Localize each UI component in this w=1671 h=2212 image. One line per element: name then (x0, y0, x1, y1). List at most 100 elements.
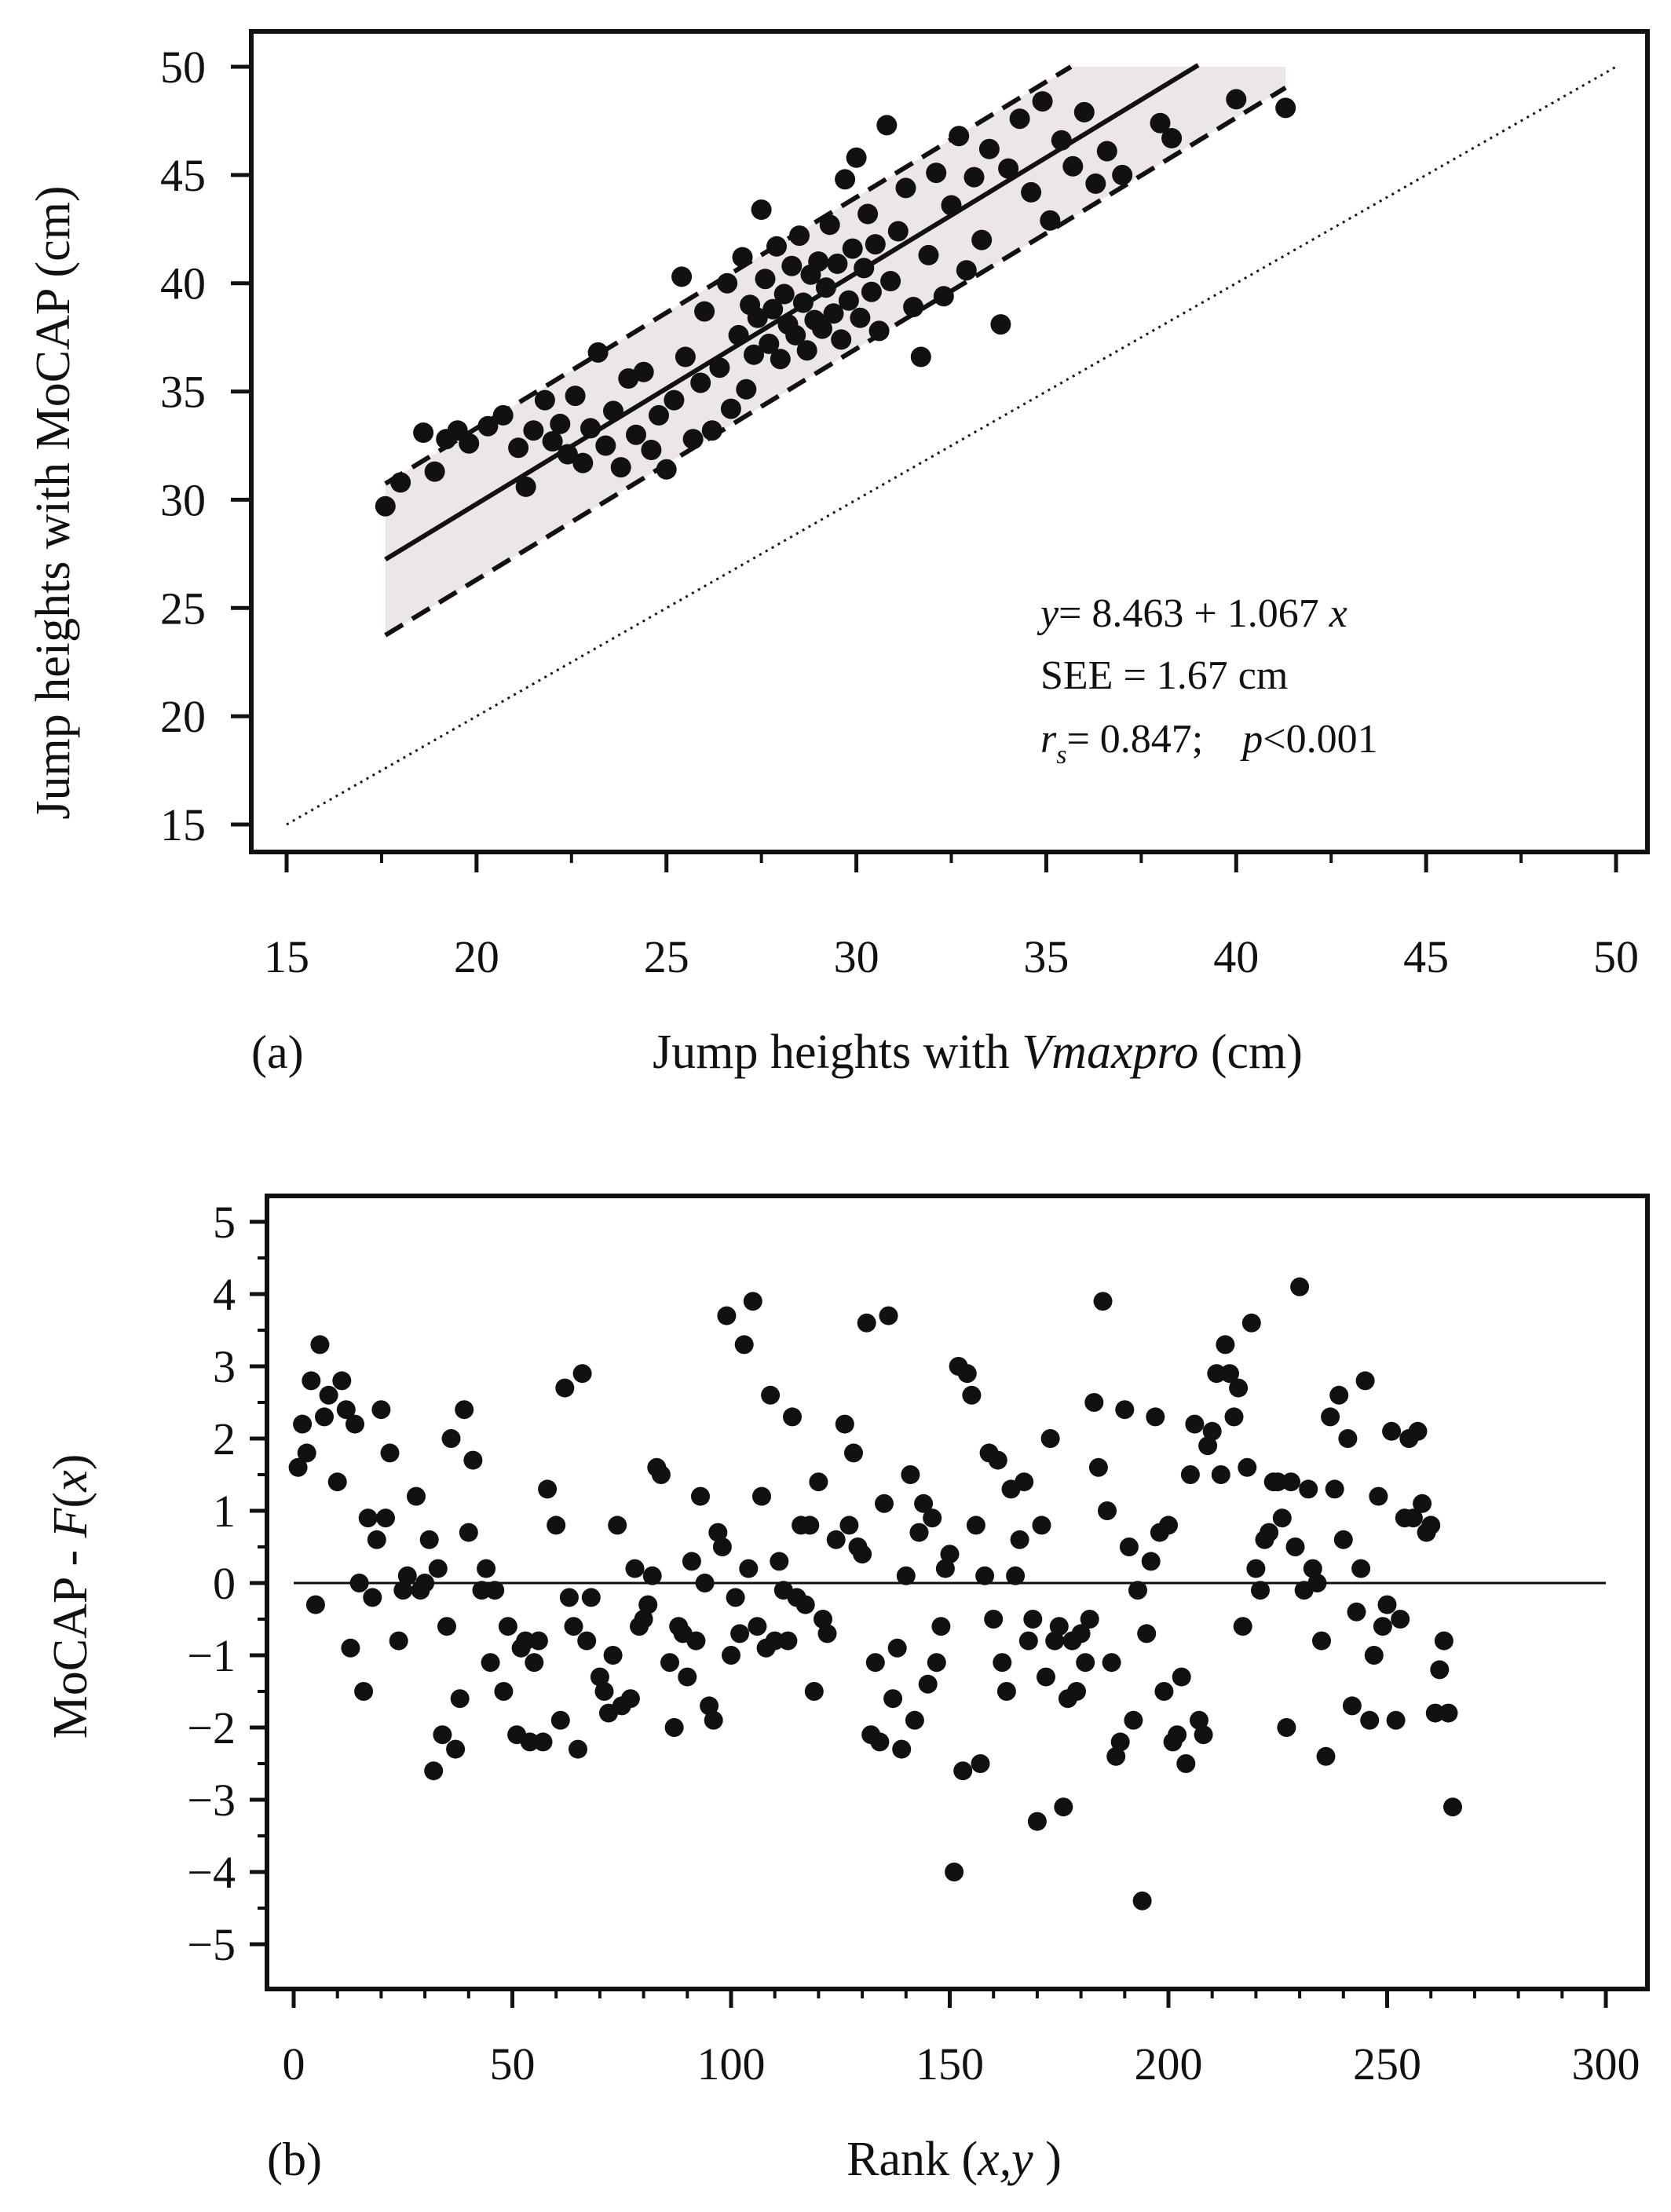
data-point (1277, 1718, 1296, 1737)
data-point (880, 271, 901, 291)
data-point (682, 429, 704, 450)
data-point (868, 320, 890, 342)
panel-b: 0 50 100 150 200 250 300 5 4 3 2 1 0 −1 −2 −3 −4 −5 MoCAP… (44, 1194, 1650, 2186)
data-point (1229, 1378, 1249, 1398)
data-point (649, 404, 669, 426)
data-point (792, 292, 814, 313)
data-point (523, 420, 544, 441)
panel-label-a: (a) (251, 1026, 304, 1078)
data-point (998, 158, 1019, 179)
data-point (305, 1595, 325, 1614)
data-point (1098, 1501, 1117, 1520)
p-symbol: p (1239, 717, 1263, 762)
data-point (1018, 1631, 1038, 1651)
data-point (1045, 1631, 1065, 1651)
data-point (1260, 1523, 1279, 1542)
data-point (709, 357, 730, 378)
data-point (747, 307, 768, 328)
data-point (477, 415, 499, 437)
data-point (1185, 1414, 1205, 1434)
data-point (701, 420, 722, 441)
data-point (854, 258, 875, 279)
data-point (1128, 1581, 1147, 1600)
data-point (555, 1378, 575, 1398)
data-point (564, 1617, 583, 1636)
data-point (956, 260, 977, 281)
data-point (1040, 1429, 1060, 1448)
data-point (975, 1566, 995, 1585)
data-point (354, 1682, 374, 1701)
data-point (1226, 89, 1247, 110)
data-point (450, 1689, 470, 1709)
data-point (766, 236, 787, 257)
data-point (1168, 1725, 1187, 1745)
data-point (327, 1472, 347, 1492)
data-point (1102, 1653, 1121, 1673)
data-point (315, 1407, 334, 1427)
data-point (1023, 1610, 1043, 1629)
data-point (620, 1689, 640, 1709)
data-point (1421, 1515, 1441, 1535)
data-point (341, 1638, 360, 1658)
data-point (901, 1465, 920, 1484)
data-point (437, 1617, 456, 1636)
data-point (739, 1559, 759, 1578)
data-point (1329, 1385, 1349, 1405)
data-point (1307, 1574, 1327, 1592)
data-point (1391, 1610, 1410, 1629)
data-point (842, 238, 863, 259)
y-tick-label: 25 (160, 583, 206, 634)
data-point (1154, 1682, 1174, 1701)
data-point (931, 1617, 951, 1636)
data-point (785, 324, 806, 346)
data-point (796, 340, 817, 361)
data-point (1275, 97, 1296, 119)
data-point (1355, 1371, 1375, 1391)
data-point (870, 1732, 890, 1752)
x-axis-label-prefix: Rank ( (846, 2133, 978, 2186)
data-point (492, 404, 514, 426)
data-point (641, 440, 662, 460)
data-point (978, 138, 1000, 159)
data-point (993, 1653, 1012, 1673)
data-point (765, 1631, 784, 1651)
data-point (581, 1588, 601, 1607)
data-point (626, 424, 646, 445)
x-axis-label: Jump heights with Vmaxpro (cm) (653, 1026, 1303, 1079)
data-point (1290, 1277, 1310, 1296)
data-point (371, 1400, 391, 1420)
plot-frame (249, 29, 1650, 854)
data-point (1176, 1754, 1196, 1773)
data-point (1369, 1486, 1388, 1506)
data-point (953, 1761, 973, 1781)
data-points (288, 1277, 1462, 1910)
data-point (761, 1385, 781, 1405)
data-point (1408, 1421, 1428, 1441)
x-tick-label: 300 (1572, 2038, 1640, 2090)
data-point (755, 269, 776, 290)
data-point (375, 495, 396, 517)
data-point (634, 1610, 653, 1629)
x-tick-label: 100 (697, 2038, 766, 2090)
data-point (559, 1588, 579, 1607)
data-point (610, 457, 631, 478)
data-point (1238, 1457, 1257, 1477)
data-point (572, 1364, 592, 1384)
data-point (789, 225, 810, 247)
data-point (770, 1552, 789, 1571)
y-tick-label: −1 (187, 1630, 236, 1681)
lower-prediction-line (384, 86, 1287, 638)
data-point (1112, 164, 1133, 185)
data-point (393, 1581, 413, 1600)
data-point (428, 1559, 448, 1578)
panel-a: 15 20 25 30 35 40 45 50 15 20 25 30 35 40 45 50 Jump he… (27, 29, 1650, 1079)
data-point (1377, 1595, 1397, 1614)
data-point (895, 177, 916, 199)
data-point (367, 1530, 386, 1549)
data-point (712, 1537, 732, 1556)
data-point (587, 342, 609, 363)
y-tick-label: 2 (213, 1413, 236, 1464)
data-point (1150, 112, 1171, 133)
equation-body: = 8.463 + 1.067 (1059, 591, 1329, 636)
data-point (664, 1718, 684, 1737)
